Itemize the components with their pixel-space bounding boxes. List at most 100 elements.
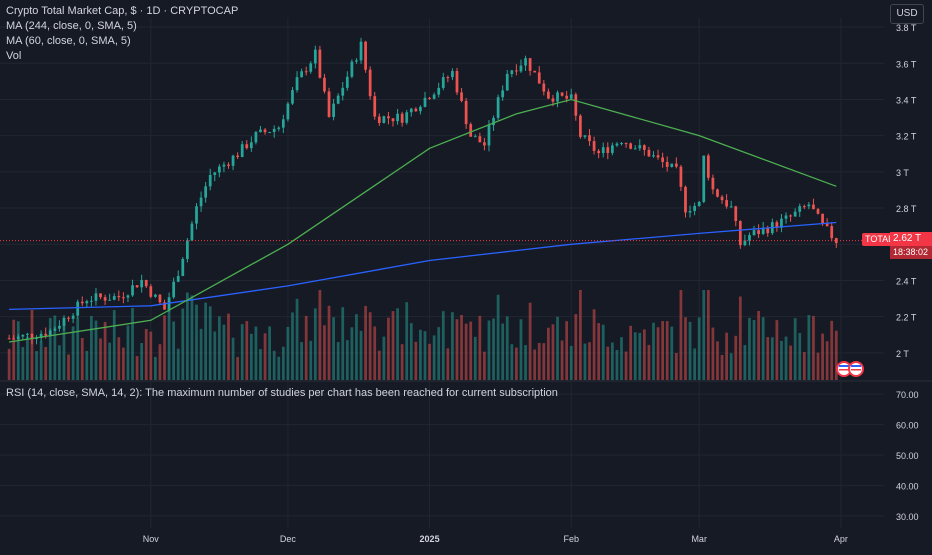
volume-bar xyxy=(821,333,824,380)
volume-bar xyxy=(277,356,281,380)
volume-bar xyxy=(784,336,788,380)
candle-body xyxy=(515,70,518,72)
candle-body xyxy=(665,161,669,167)
volume-bar xyxy=(122,347,125,380)
volume-label[interactable]: Vol xyxy=(6,50,22,62)
y-tick-label: 3.2 T xyxy=(896,132,917,142)
candle-body xyxy=(172,281,176,298)
volume-bar xyxy=(807,315,811,380)
volume-bar xyxy=(574,314,578,380)
volume-bar xyxy=(26,336,29,380)
volume-bar xyxy=(620,337,623,380)
candle-body xyxy=(802,206,806,208)
volume-bar xyxy=(729,353,733,380)
volume-bar xyxy=(834,330,838,380)
candle-body xyxy=(7,338,11,340)
candle-body xyxy=(400,113,404,123)
volume-bar xyxy=(405,302,409,380)
volume-bar xyxy=(775,320,779,380)
volume-bar xyxy=(291,312,294,380)
us-flag-icon[interactable] xyxy=(836,361,864,377)
volume-bar xyxy=(295,298,299,380)
candle-body xyxy=(313,49,317,64)
volume-bar xyxy=(597,323,601,380)
candle-body xyxy=(336,95,340,104)
candle-body xyxy=(26,333,29,335)
volume-bar xyxy=(117,337,121,380)
x-tick-label: Feb xyxy=(563,534,579,544)
volume-bar xyxy=(492,318,495,380)
volume-bar xyxy=(510,344,514,380)
volume-bar xyxy=(752,320,756,380)
candle-body xyxy=(158,294,162,303)
candle-body xyxy=(76,301,80,316)
volume-bar xyxy=(647,344,651,380)
volume-bar xyxy=(80,338,84,380)
volume-bar xyxy=(711,327,715,380)
candle-body xyxy=(300,71,303,78)
volume-bar xyxy=(268,326,271,380)
volume-bar xyxy=(76,317,80,380)
y-tick-label: 3 T xyxy=(896,168,909,178)
volume-bar xyxy=(451,312,454,380)
candle-body xyxy=(332,103,335,117)
candle-body xyxy=(743,240,747,246)
volume-bar xyxy=(702,290,706,380)
candle-body xyxy=(816,209,820,214)
volume-bar xyxy=(208,306,212,380)
volume-bar xyxy=(204,302,208,380)
candle-body xyxy=(684,186,687,213)
candle-body xyxy=(391,118,395,122)
candle-body xyxy=(254,132,258,143)
candle-body xyxy=(473,136,477,138)
volume-bar xyxy=(327,305,331,380)
candle-body xyxy=(71,315,75,319)
candle-body xyxy=(382,116,386,123)
currency-button[interactable]: USD xyxy=(890,4,924,24)
y-tick-label: 2 T xyxy=(896,349,909,359)
candle-body xyxy=(309,63,313,72)
ma-60-label[interactable]: MA (60, close, 0, SMA, 5) xyxy=(6,35,131,47)
volume-bar xyxy=(222,324,226,380)
last-price-label: 2.62 T xyxy=(890,232,932,246)
volume-bar xyxy=(48,318,52,380)
volume-bar xyxy=(441,311,445,380)
volume-bar xyxy=(163,315,166,380)
candle-body xyxy=(547,91,550,99)
candle-body xyxy=(327,91,331,117)
volume-bar xyxy=(816,352,820,380)
symbol-price-tag: TOTAL xyxy=(862,233,897,246)
x-tick-label: Apr xyxy=(834,534,848,544)
ma-244-label[interactable]: MA (244, close, 0, SMA, 5) xyxy=(6,20,137,32)
candle-body xyxy=(725,200,728,207)
volume-bar xyxy=(478,315,482,380)
volume-bar xyxy=(21,347,25,380)
symbol-title[interactable]: Crypto Total Market Cap, $ · 1D · CRYPTO… xyxy=(6,5,239,17)
volume-bar xyxy=(693,348,696,380)
candle-body xyxy=(272,128,276,133)
volume-bar xyxy=(432,335,436,380)
volume-bar xyxy=(446,348,450,380)
candle-body xyxy=(44,333,48,336)
volume-bar xyxy=(780,340,783,380)
volume-bar xyxy=(656,327,660,380)
candle-body xyxy=(569,94,573,99)
volume-bar xyxy=(455,319,459,380)
x-tick-label: Dec xyxy=(280,534,297,544)
volume-bar xyxy=(473,336,477,380)
candle-body xyxy=(597,150,601,154)
volume-bar xyxy=(720,354,724,380)
candle-body xyxy=(359,41,363,61)
candle-body xyxy=(217,166,221,173)
volume-bar xyxy=(761,317,765,380)
volume-bar xyxy=(103,321,107,380)
volume-bar xyxy=(176,348,180,380)
candle-body xyxy=(533,70,537,73)
candle-body xyxy=(94,293,98,301)
candle-body xyxy=(268,132,271,134)
x-tick-label: Nov xyxy=(143,534,160,544)
candle-body xyxy=(318,49,322,78)
volume-bar xyxy=(547,327,550,380)
